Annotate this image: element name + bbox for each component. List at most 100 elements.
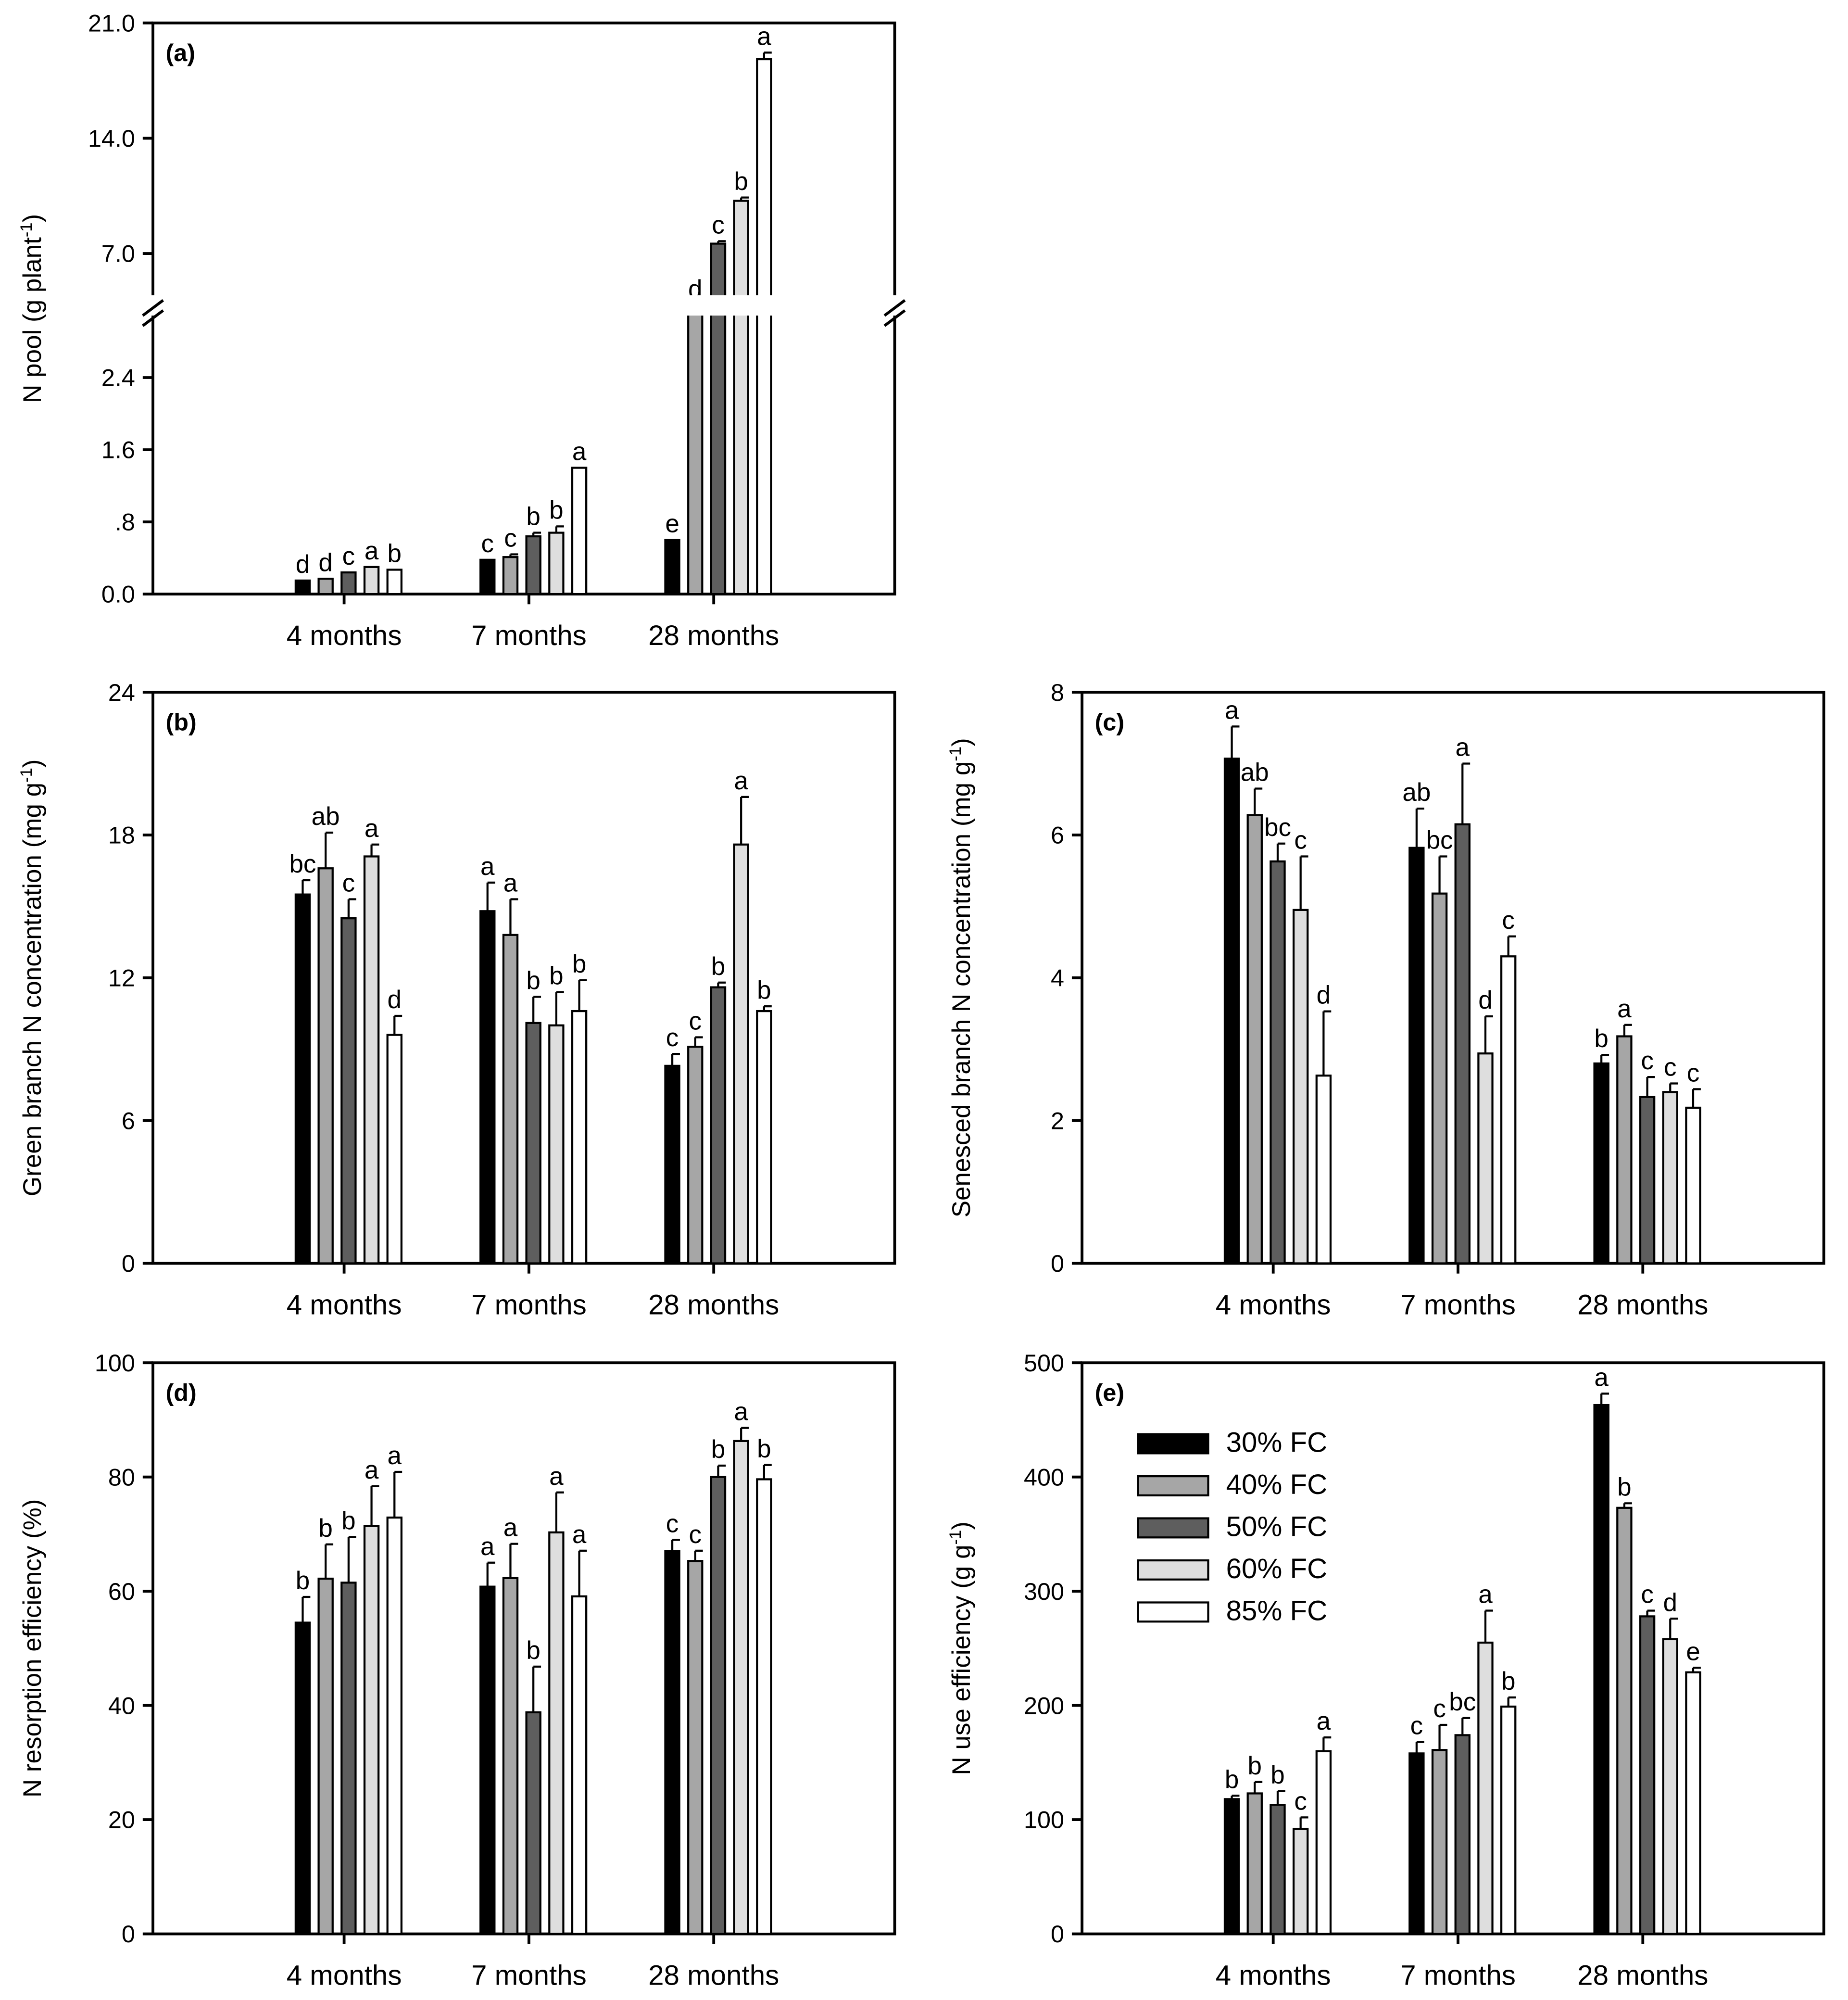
significance-letter: e: [1686, 1637, 1700, 1666]
significance-letter: b: [318, 1514, 332, 1543]
significance-letter: b: [341, 1506, 355, 1535]
significance-letter: c: [342, 542, 355, 570]
bar: [317, 1577, 334, 1935]
bar: [1616, 1035, 1633, 1265]
legend-swatch: [1137, 1559, 1209, 1581]
legend-label: 50% FC: [1226, 1511, 1328, 1543]
bar: [710, 986, 727, 1265]
bar: [687, 304, 704, 595]
y-axis-title: N use efficiency (g g-1): [946, 1521, 976, 1775]
significance-letter: ab: [1402, 778, 1431, 807]
significance-letter: d: [318, 548, 332, 577]
bar: [1477, 1641, 1494, 1935]
significance-letter: c: [1410, 1712, 1423, 1740]
significance-letter: a: [480, 852, 495, 881]
axis-break-mark: [883, 299, 906, 317]
bar: [710, 1476, 727, 1935]
bar: [363, 566, 380, 595]
bar: [1454, 823, 1471, 1265]
significance-letter: a: [572, 438, 587, 466]
significance-letter: bc: [1449, 1688, 1476, 1716]
significance-letter: c: [1294, 826, 1307, 855]
bar: [1662, 1091, 1678, 1265]
significance-letter: ab: [312, 802, 340, 831]
y-tick-label: 0: [122, 1920, 135, 1948]
bar: [571, 467, 588, 595]
significance-letter: c: [1687, 1059, 1700, 1087]
bar: [1431, 892, 1448, 1265]
y-axis-title: N pool (g plant-1): [17, 214, 47, 403]
bar: [733, 843, 749, 1265]
y-tick-label: 200: [1024, 1692, 1064, 1719]
x-tick-label: 7 months: [471, 1960, 587, 1991]
significance-letter: d: [1478, 986, 1492, 1014]
plot-frame: [151, 1361, 896, 1936]
bar: [548, 1531, 565, 1935]
panel-e-chart: 0 100 200 300 400 500 4 months 7 months 28 month…: [946, 1349, 1825, 1991]
y-tick-label: 80: [108, 1463, 135, 1491]
significance-letter: c: [504, 524, 517, 553]
x-tick-label: 28 months: [648, 1960, 779, 1991]
x-tick-label: 4 months: [287, 1960, 402, 1991]
significance-letter: c: [1294, 1787, 1307, 1815]
legend-label: 40% FC: [1226, 1469, 1328, 1500]
bar: [733, 1440, 749, 1935]
x-tick-label: 4 months: [287, 620, 402, 651]
bar: [1315, 1750, 1332, 1935]
bar: [479, 1585, 496, 1935]
bar: [548, 532, 565, 595]
significance-letter: c: [1502, 906, 1515, 935]
y-tick-label: 18: [108, 822, 135, 849]
significance-letter: c: [1664, 1053, 1677, 1082]
significance-letter: bc: [289, 850, 316, 878]
x-tick-label: 7 months: [1400, 1960, 1516, 1991]
significance-letter: b: [1617, 1473, 1631, 1501]
significance-letter: b: [1501, 1667, 1515, 1696]
bar: [756, 1478, 772, 1935]
y-tick-label: 60: [108, 1578, 135, 1605]
significance-letter: a: [549, 1462, 564, 1491]
bar: [1454, 1734, 1471, 1935]
y-tick-label: 12: [108, 964, 135, 991]
bar: [1639, 1615, 1656, 1935]
x-tick-label: 7 months: [471, 1290, 587, 1321]
bar: [756, 1010, 772, 1265]
bar: [1223, 758, 1240, 1265]
y-tick-label: 1.6: [101, 436, 135, 464]
y-tick-label: 0.0: [101, 581, 135, 608]
significance-letter: a: [480, 1532, 495, 1561]
y-tick-label: 300: [1024, 1578, 1064, 1605]
significance-letter: d: [296, 550, 310, 579]
significance-letter: b: [388, 540, 402, 568]
y-tick-label: 4: [1051, 964, 1064, 991]
significance-letter: b: [734, 167, 748, 196]
bar: [1246, 1792, 1263, 1935]
significance-letter: b: [711, 1435, 725, 1464]
bar: [294, 893, 311, 1265]
y-tick-label: 0: [1051, 1250, 1064, 1277]
bar: [1315, 1075, 1332, 1265]
significance-letter: b: [526, 966, 540, 995]
significance-letter: b: [1248, 1752, 1262, 1780]
legend-label: 30% FC: [1226, 1427, 1328, 1458]
significance-letter: b: [549, 496, 563, 525]
axis-break-mark: [142, 299, 164, 317]
bar: [1292, 909, 1309, 1265]
legend-swatch: [1137, 1601, 1209, 1623]
bar: [502, 556, 519, 595]
bar: [525, 1711, 541, 1935]
bar: [479, 910, 496, 1265]
y-tick-label: 0: [1051, 1920, 1064, 1948]
significance-letter: a: [734, 767, 748, 795]
panel-a-chart: 0.0 .8 1.6 2.4 7.0 14.0 21.0 4 months 7 months 28…: [17, 9, 906, 651]
bar: [294, 579, 311, 595]
significance-letter: a: [572, 1520, 587, 1549]
significance-letter: b: [1225, 1765, 1239, 1794]
significance-letter: a: [503, 1514, 518, 1542]
legend-swatch: [1137, 1517, 1209, 1539]
significance-letter: a: [1594, 1363, 1609, 1392]
y-tick-label: .8: [115, 508, 135, 536]
bar: [1616, 1506, 1633, 1935]
